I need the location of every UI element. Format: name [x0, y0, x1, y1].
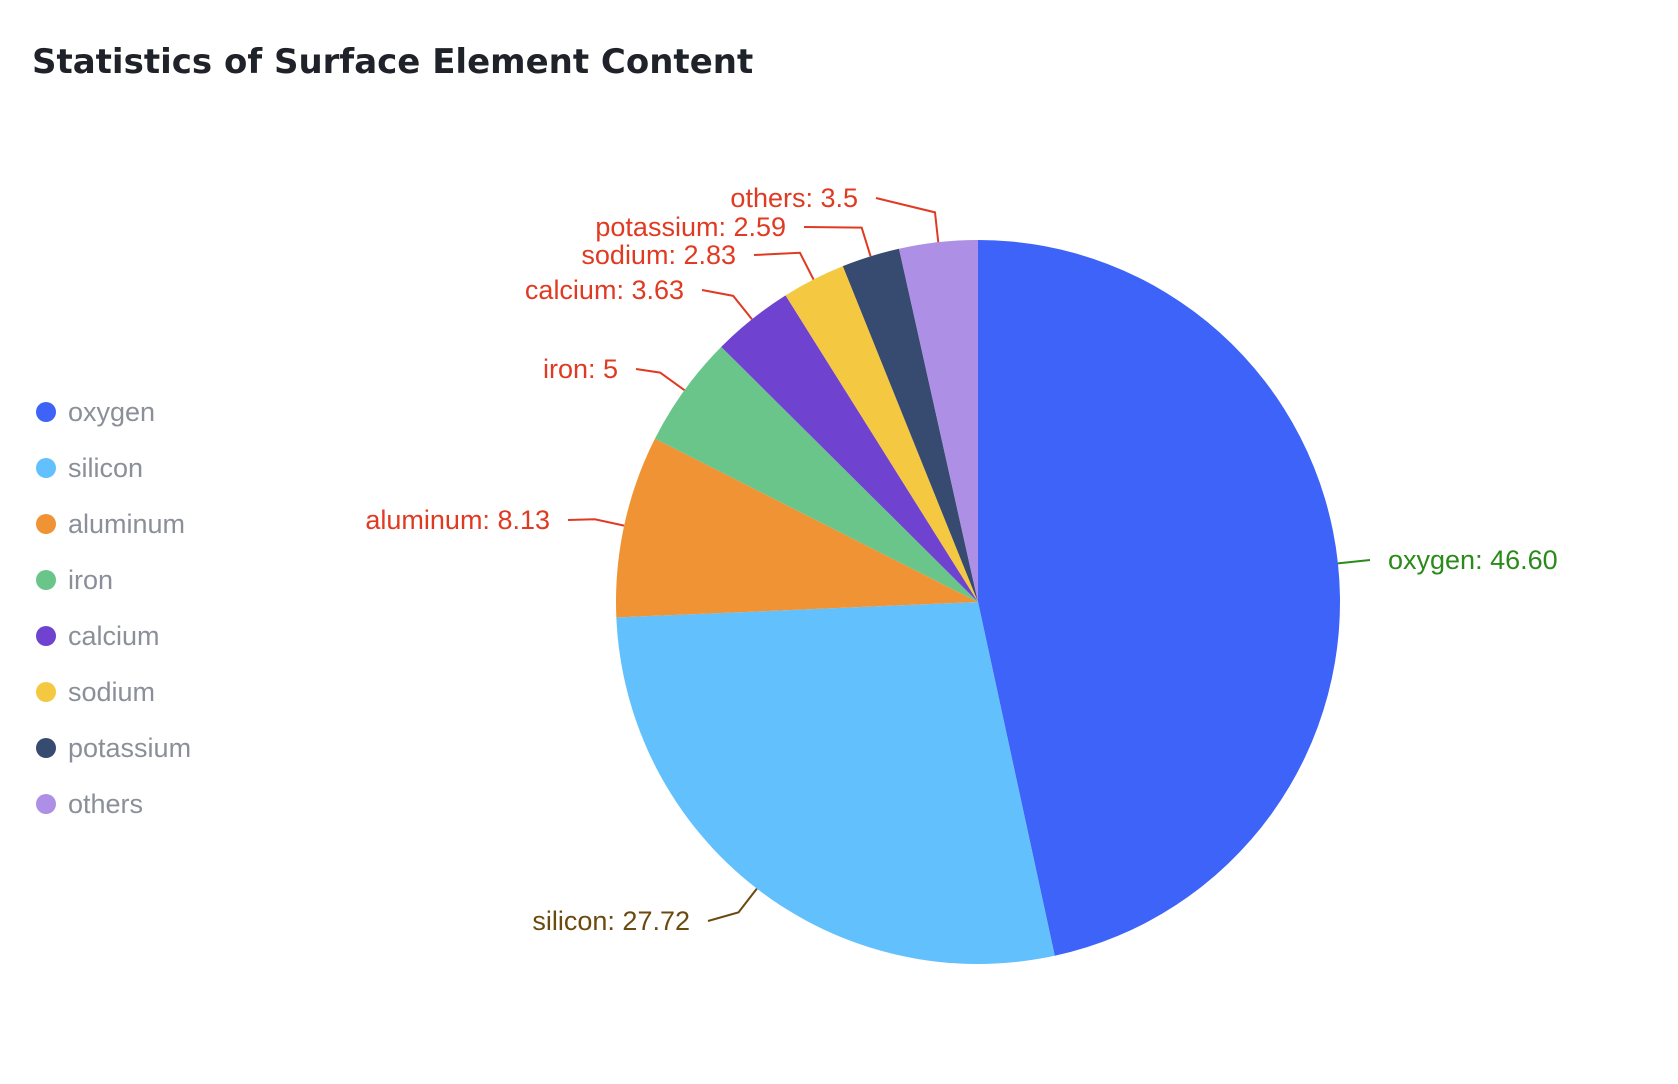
pie-slice-silicon[interactable] [616, 602, 1055, 965]
legend-marker-calcium [36, 626, 56, 646]
legend-marker-others [36, 794, 56, 814]
legend-marker-potassium [36, 738, 56, 758]
leader-line-aluminum [567, 518, 625, 527]
legend-item-sodium[interactable]: sodium [36, 664, 191, 720]
legend-label-calcium: calcium [68, 620, 160, 651]
leader-line-sodium [753, 251, 815, 280]
leader-line-potassium [803, 226, 872, 257]
chart-title: Statistics of Surface Element Content [32, 42, 754, 82]
legend-marker-silicon [36, 458, 56, 478]
legend-item-iron[interactable]: iron [36, 552, 191, 608]
legend-label-aluminum: aluminum [68, 508, 186, 539]
legend-marker-aluminum [36, 514, 56, 534]
leader-line-calcium [701, 289, 753, 320]
legend-label-potassium: potassium [68, 732, 192, 763]
data-label-calcium: calcium: 3.63 [525, 275, 684, 305]
pie-slice-sodium[interactable] [785, 266, 978, 602]
legend-label-iron: iron [68, 564, 114, 595]
legend-item-aluminum[interactable]: aluminum [36, 496, 191, 552]
legend-item-oxygen[interactable]: oxygen [36, 384, 191, 440]
legend-item-calcium[interactable]: calcium [36, 608, 191, 664]
pie-slice-others[interactable] [899, 240, 978, 602]
data-label-potassium: potassium: 2.59 [595, 212, 786, 242]
pie-slice-potassium[interactable] [842, 248, 978, 602]
legend-marker-sodium [36, 682, 56, 702]
legend: oxygen silicon aluminum iron calcium sod… [36, 384, 191, 832]
pie-slice-aluminum[interactable] [616, 438, 978, 618]
data-label-oxygen: oxygen: 46.60 [1388, 545, 1558, 575]
legend-item-potassium[interactable]: potassium [36, 720, 191, 776]
legend-marker-iron [36, 570, 56, 590]
legend-label-others: others [68, 788, 144, 819]
leader-line-oxygen [1337, 559, 1371, 565]
leader-line-iron [635, 368, 686, 391]
legend-item-silicon[interactable]: silicon [36, 440, 191, 496]
data-label-others: others: 3.5 [730, 183, 858, 213]
legend-item-others[interactable]: others [36, 776, 191, 832]
pie-slice-calcium[interactable] [721, 295, 978, 602]
data-label-aluminum: aluminum: 8.13 [365, 505, 550, 535]
leader-line-others [875, 197, 940, 243]
pie-slice-iron[interactable] [654, 346, 978, 602]
data-label-sodium: sodium: 2.83 [581, 240, 736, 270]
legend-label-silicon: silicon [68, 452, 144, 483]
legend-label-oxygen: oxygen [68, 396, 156, 427]
pie-slice-oxygen[interactable] [978, 240, 1341, 956]
legend-marker-oxygen [36, 402, 56, 422]
data-label-silicon: silicon: 27.72 [532, 906, 690, 936]
legend-label-sodium: sodium [68, 676, 156, 707]
data-label-iron: iron: 5 [543, 354, 618, 384]
leader-line-silicon [707, 887, 758, 922]
